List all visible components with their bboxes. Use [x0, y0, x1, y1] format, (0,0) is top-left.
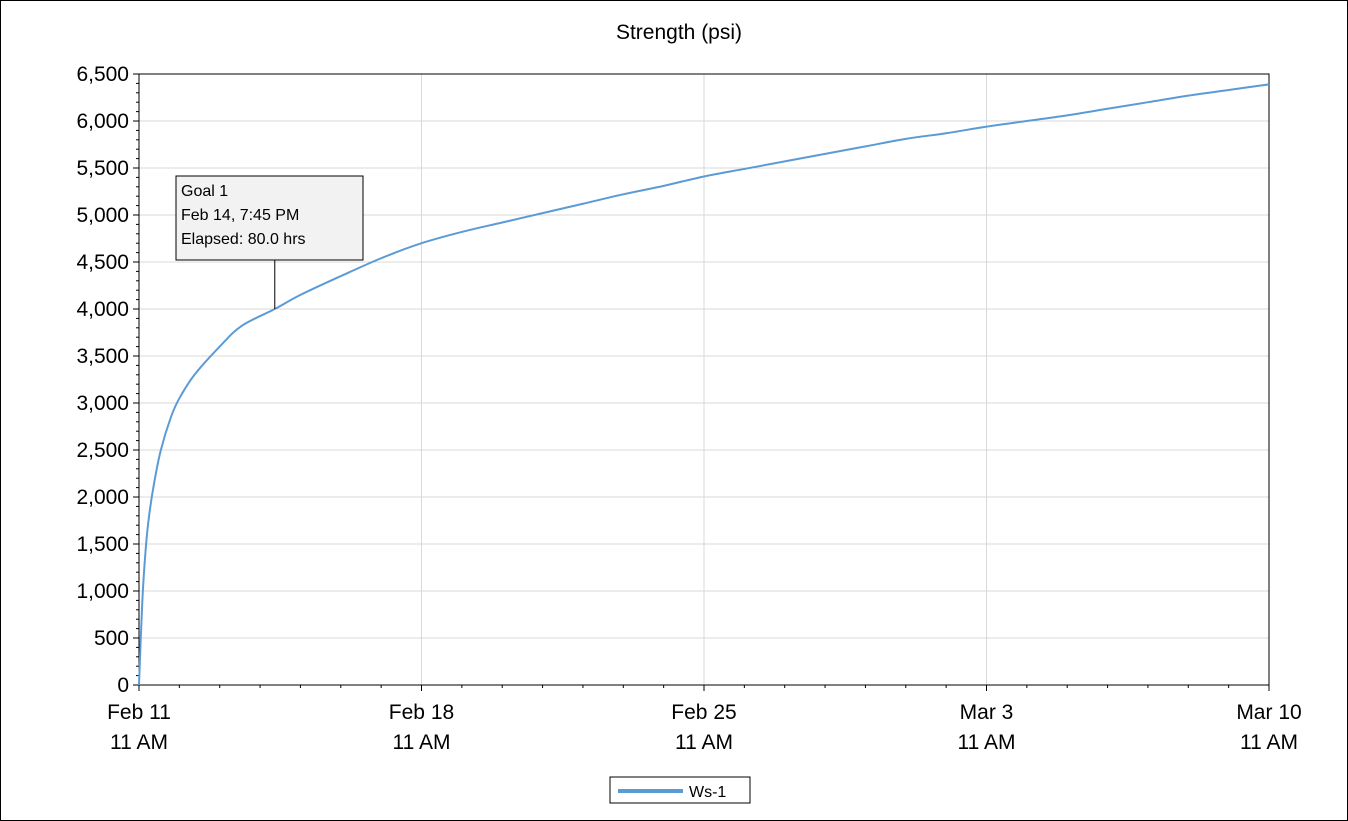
- x-tick-label-date: Mar 3: [960, 701, 1014, 724]
- y-tick-label: 6,500: [76, 63, 129, 86]
- x-tick-label-time: 11 AM: [110, 731, 168, 754]
- x-tick-label-time: 11 AM: [1240, 731, 1298, 754]
- y-axis: 0 500 1,000 1,500 2,000 2,500 3,000 3,500 4,000 4…: [76, 63, 139, 697]
- legend[interactable]: Ws-1: [609, 776, 751, 804]
- annotation-box: [175, 175, 364, 261]
- y-tick-label: 3,000: [76, 392, 129, 415]
- y-tick-label: 4,500: [76, 251, 129, 274]
- y-tick-label: 2,500: [76, 439, 129, 462]
- grid-lines: [138, 73, 1270, 686]
- x-tick-label-date: Mar 10: [1236, 701, 1301, 724]
- x-axis: Feb 11 11 AM Feb 18 11 AM Feb 25 11 AM Mar 3 11…: [107, 685, 1302, 754]
- chart-title: Strength (psi): [616, 21, 742, 44]
- x-tick-label-date: Feb 11: [107, 701, 171, 724]
- y-tick-label: 1,500: [76, 533, 129, 556]
- legend-label: Ws-1: [689, 784, 726, 801]
- y-tick-label: 6,000: [76, 110, 129, 133]
- x-tick-label-date: Feb 18: [389, 701, 454, 724]
- annotation-text: Feb 14, 7:45 PM: [181, 207, 299, 224]
- y-tick-label: 5,500: [76, 157, 129, 180]
- series-layer: [138, 83, 1270, 686]
- x-tick-label-time: 11 AM: [958, 731, 1016, 754]
- series-line-ws-1: [138, 83, 1270, 686]
- y-tick-label: 2,000: [76, 486, 129, 509]
- y-tick-label: 4,000: [76, 298, 129, 321]
- annotation-layer: Goal 1 Feb 14, 7:45 PM Elapsed: 80.0 hrs: [175, 175, 364, 309]
- y-tick-label: 5,000: [76, 204, 129, 227]
- x-tick-label-time: 11 AM: [393, 731, 451, 754]
- y-tick-label: 0: [117, 674, 129, 697]
- annotation-text: Goal 1: [181, 183, 228, 200]
- y-tick-label: 500: [94, 627, 129, 650]
- annotation-text: Elapsed: 80.0 hrs: [181, 231, 306, 248]
- y-tick-label: 3,500: [76, 345, 129, 368]
- y-tick-label: 1,000: [76, 580, 129, 603]
- x-tick-label-date: Feb 25: [671, 701, 736, 724]
- x-tick-label-time: 11 AM: [675, 731, 733, 754]
